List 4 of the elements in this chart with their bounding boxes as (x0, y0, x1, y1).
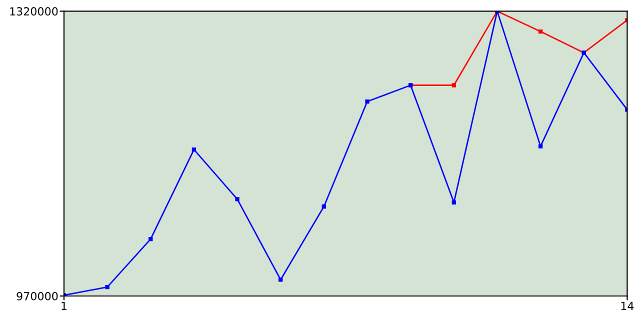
y-tick-label: 1320000 (10, 7, 58, 16)
x-tick-label: 1 (62, 302, 67, 310)
x-tick-label: 14 (621, 302, 634, 310)
y-tick-label: 970000 (16, 292, 58, 300)
